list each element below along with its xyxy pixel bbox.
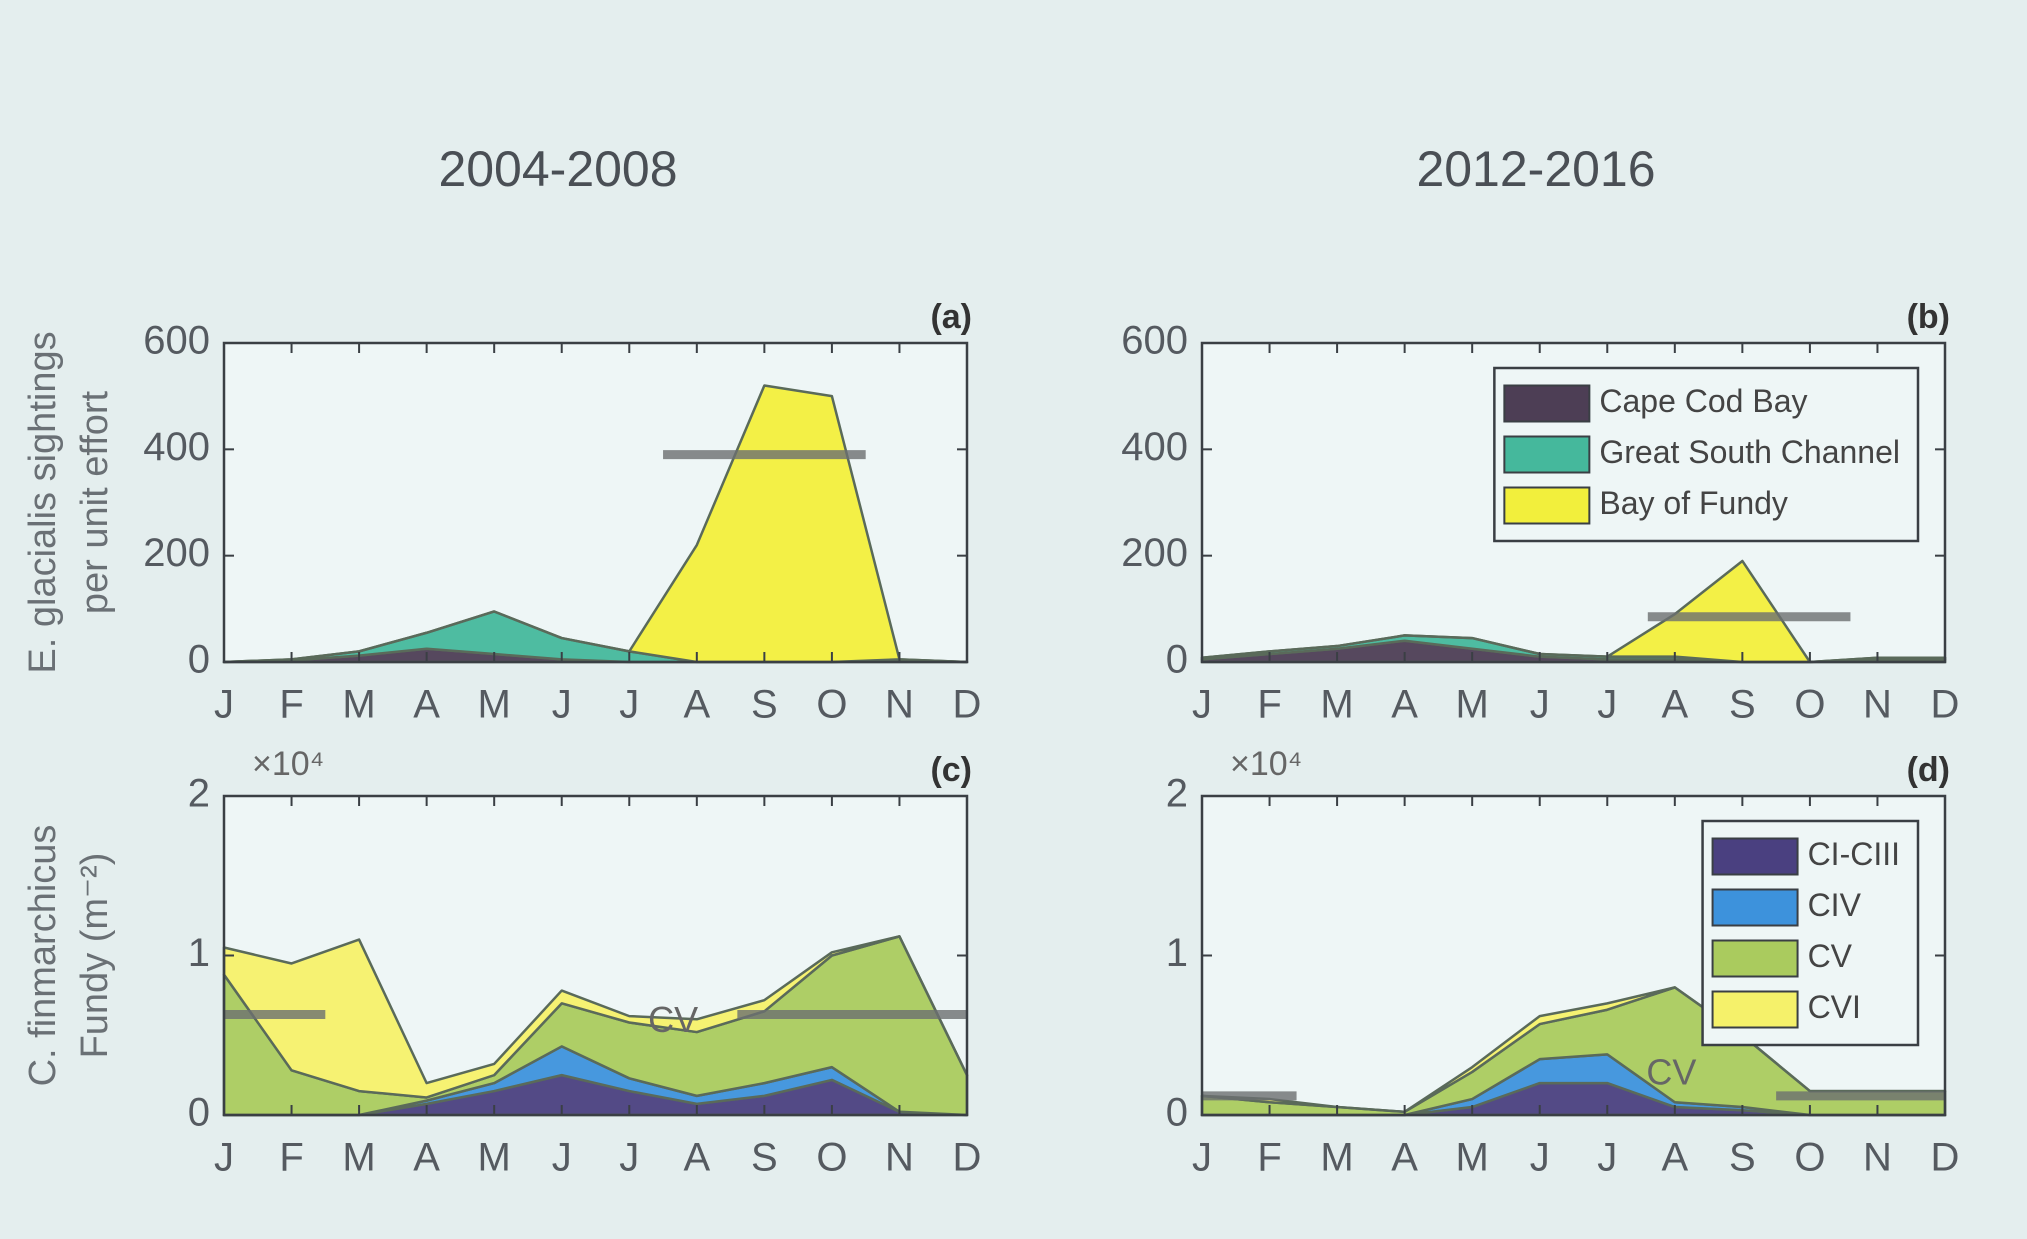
- annotation: CV: [1646, 1052, 1696, 1093]
- legend-label: Great South Channel: [1599, 434, 1900, 470]
- x-tick-label: J: [1192, 1136, 1212, 1180]
- x-tick-label: J: [1597, 683, 1617, 727]
- y-tick-label: 200: [1121, 531, 1188, 575]
- x-tick-label: O: [1794, 683, 1825, 727]
- x-tick-label: A: [1661, 1136, 1688, 1180]
- x-tick-label: S: [1729, 1136, 1756, 1180]
- x-tick-label: M: [1320, 683, 1353, 727]
- legend: CI-CIII CIV CV CVI: [1701, 819, 1920, 1047]
- y-tick-label: 200: [143, 531, 210, 575]
- x-tick-label: S: [751, 683, 778, 727]
- x-tick-label: J: [552, 683, 572, 727]
- y-tick-label: 0: [1166, 638, 1188, 682]
- x-tick-label: F: [279, 1136, 303, 1180]
- x-tick-label: N: [1863, 1136, 1892, 1180]
- x-tick-label: J: [1530, 683, 1550, 727]
- column-title: 2004-2008: [438, 141, 677, 197]
- panel-label: (b): [1907, 298, 1950, 336]
- x-tick-label: D: [1931, 1136, 1960, 1180]
- axis-multiplier: ×10⁴: [1230, 745, 1302, 783]
- x-tick-label: M: [342, 683, 375, 727]
- panel-label: (c): [930, 751, 972, 789]
- legend-label: Bay of Fundy: [1599, 485, 1788, 521]
- x-tick-label: J: [214, 683, 234, 727]
- annotation: CV: [648, 999, 698, 1040]
- x-tick-label: F: [1257, 683, 1281, 727]
- x-tick-label: A: [1391, 683, 1418, 727]
- x-tick-label: J: [1530, 1136, 1550, 1180]
- legend-swatch: [1503, 384, 1591, 423]
- y-tick-label: 1: [188, 931, 210, 975]
- x-tick-label: J: [1192, 683, 1212, 727]
- x-tick-label: A: [683, 683, 710, 727]
- x-tick-label: J: [619, 683, 639, 727]
- plot-frame: [1200, 341, 1947, 664]
- y-axis-label: E. glacialis sightings: [22, 331, 64, 673]
- y-tick-label: 0: [1166, 1091, 1188, 1135]
- legend-label: CI-CIII: [1808, 836, 1900, 872]
- y-tick-label: 0: [188, 638, 210, 682]
- x-tick-label: N: [885, 683, 914, 727]
- legend-swatch: [1711, 837, 1799, 876]
- legend-swatch: [1711, 888, 1799, 927]
- y-tick-label: 400: [1121, 425, 1188, 469]
- column-title: 2012-2016: [1416, 141, 1655, 197]
- x-tick-label: O: [816, 1136, 847, 1180]
- y-tick-label: 1: [1166, 931, 1188, 975]
- legend-label: CV: [1808, 938, 1853, 974]
- y-tick-label: 2: [1166, 772, 1188, 816]
- x-tick-label: F: [1257, 1136, 1281, 1180]
- x-tick-label: A: [413, 683, 440, 727]
- y-axis-label: per unit effort: [74, 390, 116, 614]
- y-tick-label: 600: [143, 319, 210, 363]
- legend-swatch: [1503, 486, 1591, 525]
- x-tick-label: D: [953, 1136, 982, 1180]
- legend-label: CIV: [1808, 887, 1862, 923]
- y-tick-label: 600: [1121, 319, 1188, 363]
- legend-swatch: [1711, 939, 1799, 978]
- panel-label: (d): [1907, 751, 1950, 789]
- x-tick-label: N: [885, 1136, 914, 1180]
- y-tick-label: 2: [188, 772, 210, 816]
- x-tick-label: N: [1863, 683, 1892, 727]
- x-tick-label: M: [1456, 1136, 1489, 1180]
- x-tick-label: J: [552, 1136, 572, 1180]
- x-tick-label: S: [1729, 683, 1756, 727]
- x-tick-label: M: [1320, 1136, 1353, 1180]
- x-tick-label: J: [1597, 1136, 1617, 1180]
- x-tick-label: F: [279, 683, 303, 727]
- y-axis-label: Fundy (m⁻²): [74, 853, 116, 1059]
- axis-multiplier: ×10⁴: [252, 745, 324, 783]
- x-tick-label: M: [478, 683, 511, 727]
- x-tick-label: M: [478, 1136, 511, 1180]
- legend-label: Cape Cod Bay: [1599, 383, 1807, 419]
- legend-swatch: [1711, 990, 1799, 1029]
- x-tick-label: S: [751, 1136, 778, 1180]
- x-tick-label: J: [619, 1136, 639, 1180]
- area-series: [222, 935, 969, 1099]
- y-tick-label: 400: [143, 425, 210, 469]
- x-tick-label: D: [953, 683, 982, 727]
- x-tick-label: M: [1456, 683, 1489, 727]
- legend-label: CVI: [1808, 989, 1861, 1025]
- x-tick-label: A: [1661, 683, 1688, 727]
- x-tick-label: D: [1931, 683, 1960, 727]
- x-tick-label: A: [413, 1136, 440, 1180]
- plot-frame: [222, 341, 969, 664]
- y-axis-label: C. finmarchicus: [22, 825, 64, 1087]
- x-tick-label: O: [816, 683, 847, 727]
- panel-label: (a): [930, 298, 972, 336]
- x-tick-label: A: [683, 1136, 710, 1180]
- y-tick-label: 0: [188, 1091, 210, 1135]
- x-tick-label: J: [214, 1136, 234, 1180]
- x-tick-label: O: [1794, 1136, 1825, 1180]
- legend: Cape Cod Bay Great South Channel Bay of Fu…: [1493, 366, 1920, 543]
- x-tick-label: A: [1391, 1136, 1418, 1180]
- x-tick-label: M: [342, 1136, 375, 1180]
- legend-swatch: [1503, 435, 1591, 474]
